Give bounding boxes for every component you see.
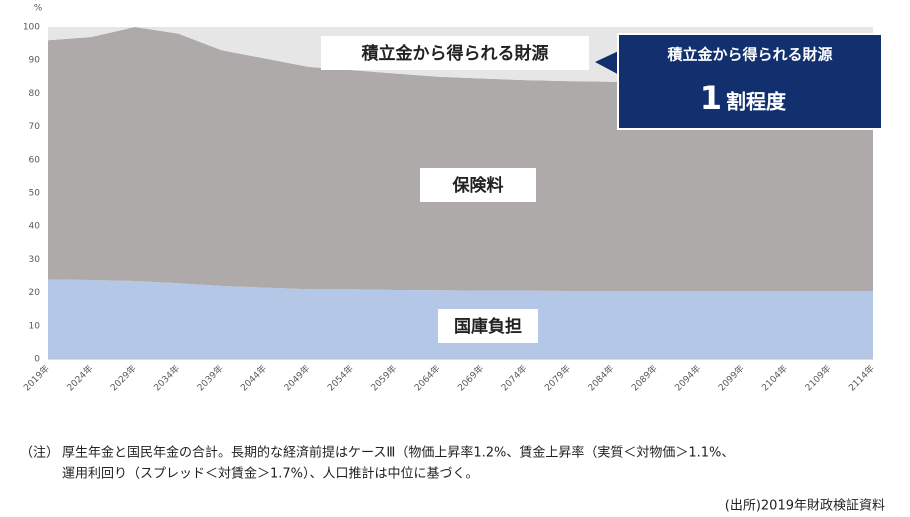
callout-emphasis: 1 <box>700 79 722 117</box>
area-label-box <box>420 168 536 202</box>
x-tick-label: 2079年 <box>542 362 573 393</box>
x-tick-label: 2034年 <box>151 362 182 393</box>
x-tick-label: 2044年 <box>238 362 269 393</box>
x-tick-label: 2099年 <box>716 362 747 393</box>
x-tick-label: 2024年 <box>64 362 95 393</box>
area-label: 積立金から得られる財源 <box>362 43 549 64</box>
x-tick-label: 2049年 <box>281 362 312 393</box>
area-label: 保険料 <box>452 175 504 196</box>
x-tick-label: 2019年 <box>21 362 52 393</box>
y-tick-label: 90 <box>29 56 41 66</box>
x-tick-label: 2069年 <box>455 362 486 393</box>
x-tick-label: 2029年 <box>108 362 139 393</box>
x-tick-label: 2064年 <box>412 362 443 393</box>
x-tick-label: 2109年 <box>802 362 833 393</box>
x-tick-label: 2114年 <box>846 362 877 393</box>
area-label-box <box>321 36 589 70</box>
y-tick-label: 50 <box>29 189 41 199</box>
area-label: 国庫負担 <box>454 316 522 337</box>
callout-title: 積立金から得られる財源 <box>666 46 832 64</box>
y-tick-label: 10 <box>29 321 41 331</box>
y-unit: % <box>34 4 43 14</box>
source: (出所)2019年財政検証資料 <box>725 499 885 514</box>
note-line: 厚生年金と国民年金の合計。長期的な経済前提はケースⅢ（物価上昇率1.2%、賃金上… <box>62 445 734 461</box>
x-tick-label: 2084年 <box>585 362 616 393</box>
callout-suffix: 割程度 <box>726 90 787 114</box>
x-tick-label: 2074年 <box>498 362 529 393</box>
x-tick-label: 2089年 <box>629 362 660 393</box>
x-tick-label: 2094年 <box>672 362 703 393</box>
callout-box <box>617 33 883 130</box>
note-label: （注） <box>20 446 59 461</box>
x-tick-label: 2059年 <box>368 362 399 393</box>
y-tick-label: 30 <box>29 255 41 265</box>
x-tick-label: 2104年 <box>759 362 790 393</box>
y-tick-label: 40 <box>29 222 41 232</box>
note-line: 運用利回り（スプレッド＜対賃金＞1.7%）、人口推計は中位に基づく。 <box>62 466 479 482</box>
y-tick-label: 80 <box>29 89 41 99</box>
y-tick-label: 60 <box>29 155 41 165</box>
y-tick-label: 0 <box>34 355 40 365</box>
y-tick-label: 70 <box>29 122 41 132</box>
x-tick-label: 2054年 <box>325 362 356 393</box>
area-label-box <box>438 309 538 343</box>
y-tick-label: 100 <box>23 23 40 33</box>
x-tick-label: 2039年 <box>195 362 226 393</box>
y-tick-label: 20 <box>29 288 41 298</box>
